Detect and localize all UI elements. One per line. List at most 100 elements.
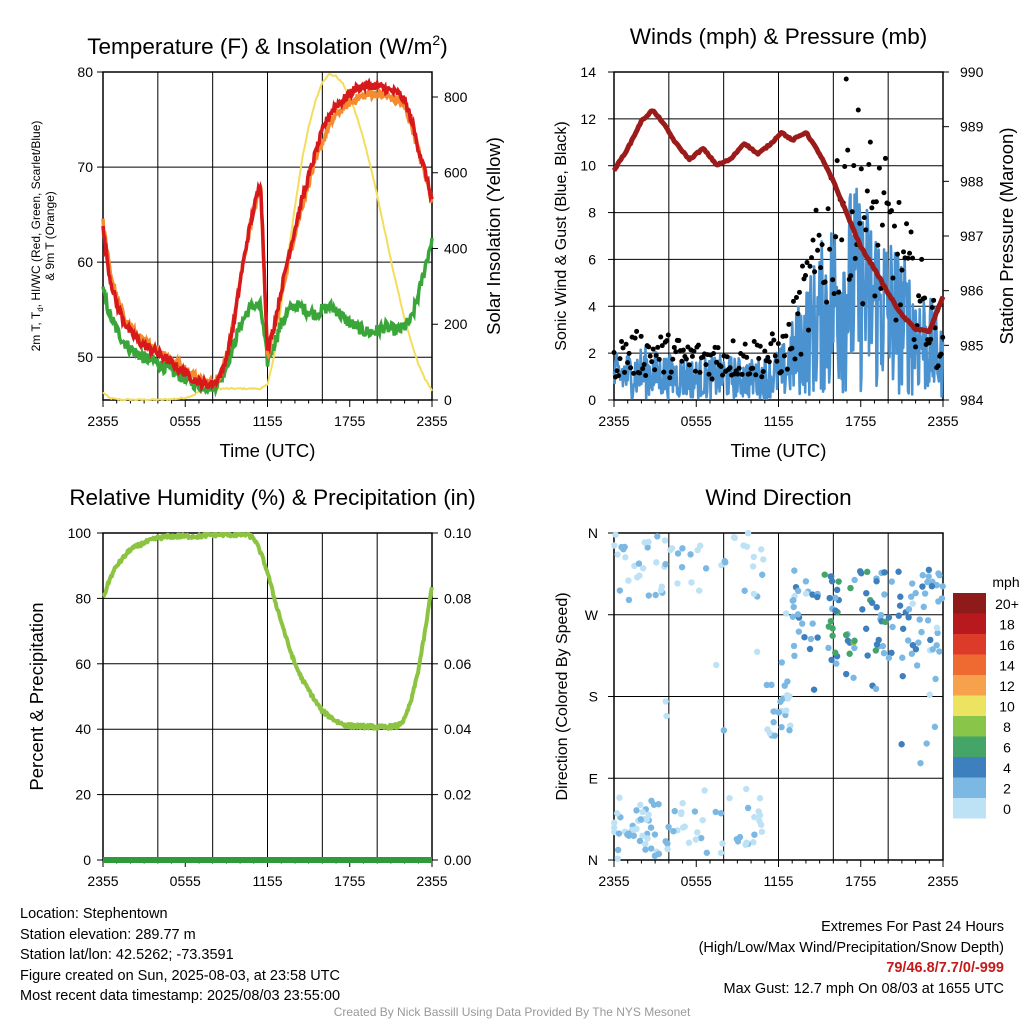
gust-point	[628, 365, 634, 371]
direction-point	[663, 712, 670, 720]
direction-point	[679, 800, 686, 807]
gust-point	[938, 351, 944, 357]
direction-point	[880, 649, 888, 657]
gust-point	[819, 242, 825, 248]
direction-point	[678, 809, 685, 816]
gust-point	[686, 362, 692, 368]
direction-point	[775, 709, 783, 716]
y-tick-label: 8	[588, 205, 596, 221]
gust-point	[928, 336, 934, 342]
direction-point	[929, 646, 936, 653]
chart-title: Relative Humidity (%) & Precipitation (i…	[69, 485, 475, 510]
gust-point	[695, 342, 701, 348]
y2-tick-label: 0.08	[444, 590, 471, 606]
gust-point	[851, 163, 857, 169]
direction-point	[614, 855, 621, 862]
y2-tick-label: 200	[444, 316, 468, 332]
y-tick-label: 0	[588, 392, 596, 408]
series-insolation	[102, 72, 433, 402]
direction-point	[757, 546, 765, 553]
direction-point	[872, 647, 880, 654]
gust-point	[772, 353, 778, 359]
direction-point	[919, 583, 926, 590]
direction-point	[750, 553, 758, 561]
direction-point	[697, 542, 704, 549]
direction-point	[679, 545, 686, 552]
gust-point	[620, 345, 626, 351]
gust-point	[790, 298, 796, 304]
panel-3: 2355 0555 1155 1755 2355 Relative Humidity (%…	[26, 485, 476, 889]
direction-point	[807, 635, 815, 643]
gust-point	[910, 255, 916, 261]
direction-point	[777, 698, 784, 705]
direction-point	[611, 819, 618, 826]
direction-point	[920, 603, 927, 611]
gust-point	[885, 201, 891, 207]
direction-point	[791, 567, 798, 574]
direction-point	[908, 650, 916, 657]
direction-point	[755, 808, 762, 815]
x-tick-label: 0555	[681, 413, 712, 429]
direction-point	[782, 610, 790, 617]
direction-point	[829, 632, 836, 639]
gust-point	[631, 370, 637, 376]
y2-axis-label: Solar Insolation (Yellow)	[483, 137, 504, 335]
extremes-subtitle: (High/Low/Max Wind/Precipitation/Snow De…	[698, 939, 1004, 956]
x-axis-label: Time (UTC)	[731, 440, 827, 461]
direction-point	[685, 839, 693, 846]
direction-scatter	[610, 530, 946, 862]
direction-point	[611, 542, 618, 549]
y2-tick-label: 0	[444, 392, 452, 408]
series-gust	[611, 76, 946, 382]
legend-title: mph	[992, 574, 1019, 590]
gust-point	[813, 207, 819, 213]
gust-point	[691, 348, 697, 354]
legend-swatch	[953, 716, 986, 737]
gust-point	[625, 360, 631, 366]
legend-label: 10	[999, 699, 1015, 715]
gust-point	[659, 343, 665, 349]
direction-point	[642, 840, 649, 848]
gust-point	[771, 337, 777, 343]
gust-point	[769, 331, 775, 337]
x-tick-label: 1755	[845, 873, 876, 889]
direction-point	[757, 821, 765, 829]
gust-point	[875, 242, 881, 248]
direction-point	[614, 846, 622, 854]
gust-point	[671, 344, 677, 350]
gust-point	[649, 359, 655, 365]
gust-point	[860, 301, 866, 307]
direction-point	[622, 554, 629, 561]
gust-point	[765, 354, 771, 360]
gust-point	[781, 353, 787, 359]
x-tick-label: 2355	[927, 873, 958, 889]
direction-point	[636, 837, 644, 845]
gust-point	[676, 338, 682, 344]
gust-point	[879, 222, 885, 228]
direction-point	[664, 845, 671, 853]
direction-point	[932, 675, 939, 683]
direction-point	[763, 681, 771, 689]
direction-point	[928, 583, 936, 590]
legend-label: 20+	[995, 596, 1019, 612]
direction-point	[802, 590, 810, 597]
gust-point	[626, 350, 632, 356]
direction-point	[847, 584, 854, 592]
direction-point	[778, 659, 786, 666]
gust-point	[839, 237, 845, 243]
y2-tick-label: 600	[444, 165, 468, 181]
direction-point	[648, 845, 655, 852]
direction-point	[821, 571, 828, 578]
y-tick-label: 14	[580, 64, 596, 80]
direction-point	[750, 839, 757, 846]
direction-point	[759, 571, 766, 578]
gust-point	[756, 356, 762, 362]
direction-point	[795, 628, 803, 635]
direction-point	[740, 542, 747, 549]
direction-point	[783, 707, 790, 714]
gust-point	[899, 267, 905, 273]
direction-point	[654, 533, 661, 540]
gust-point	[638, 333, 644, 339]
legend-swatch	[953, 675, 986, 696]
series-9m-temp	[101, 84, 434, 389]
